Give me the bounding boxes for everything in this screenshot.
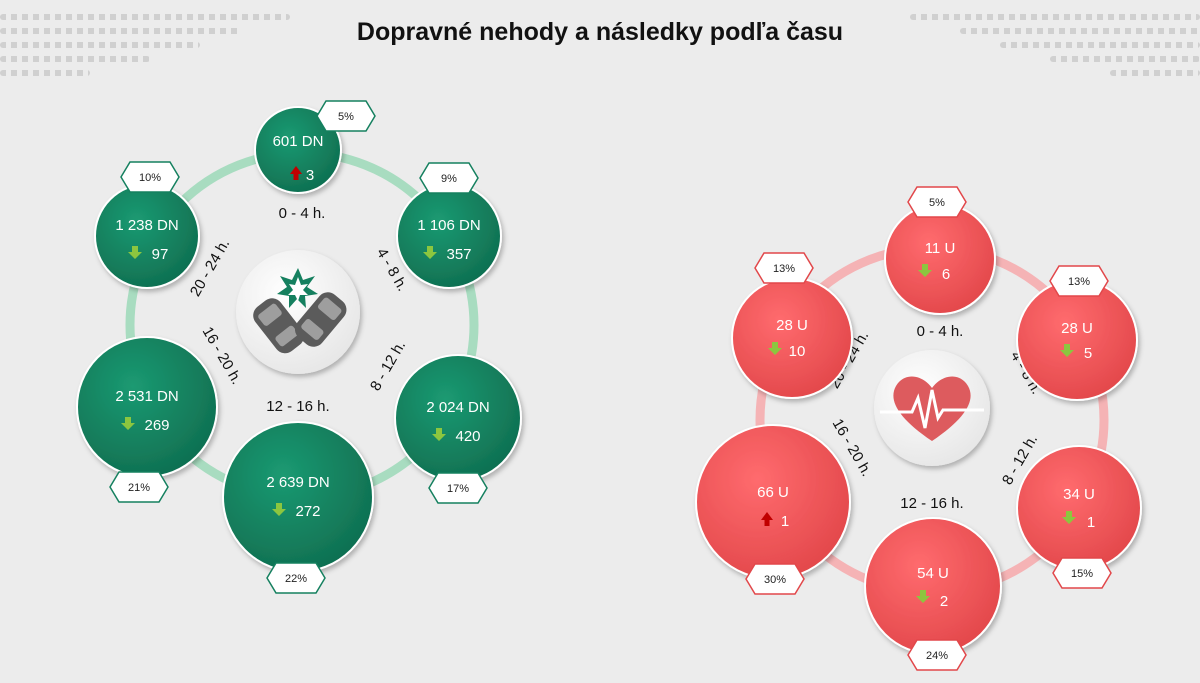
arrow-down-icon — [768, 342, 782, 355]
share-badge — [109, 471, 169, 503]
node-change: 1 — [1087, 514, 1095, 531]
share-badge — [266, 562, 326, 594]
share-value: 9% — [441, 173, 457, 185]
share-value: 21% — [128, 482, 150, 494]
fatalities-node-0-4: 11 U 6 5% — [884, 186, 996, 315]
tire-tread-decoration-right — [900, 0, 1200, 95]
share-badge — [907, 639, 967, 671]
period-label: 8 - 12 h. — [367, 338, 409, 394]
share-badge — [1052, 557, 1112, 589]
fatalities-node-12-16: 54 U 2 24% — [864, 517, 1002, 671]
share-value: 5% — [338, 111, 354, 123]
share-badge — [754, 252, 814, 284]
car-crash-icon — [236, 250, 360, 374]
node-value: 2 024 DN — [426, 399, 489, 416]
arrow-up-icon — [290, 166, 302, 180]
node-change: 3 — [306, 167, 314, 184]
share-value: 17% — [447, 483, 469, 495]
share-value: 22% — [285, 573, 307, 585]
share-badge — [419, 162, 479, 194]
arrow-down-icon — [1062, 511, 1076, 524]
fatalities-node-20-24: 28 U 10 13% — [731, 252, 853, 399]
period-label: 12 - 16 h. — [900, 495, 963, 512]
heart-pulse-icon — [874, 350, 990, 466]
arrow-down-icon — [918, 264, 932, 277]
accidents-node-16-20: 2 531 DN 269 21% — [76, 336, 218, 503]
tire-tread-decoration-left — [0, 0, 300, 95]
share-value: 13% — [773, 263, 795, 275]
share-badge — [120, 161, 180, 193]
node-change: 269 — [144, 417, 169, 434]
node-change: 1 — [781, 513, 789, 530]
node-change: 6 — [942, 266, 950, 283]
page-title: Dopravné nehody a následky podľa času — [356, 18, 844, 46]
accidents-node-20-24: 1 238 DN 97 10% — [94, 161, 200, 289]
fatalities-node-8-12: 34 U 1 15% — [1016, 445, 1142, 589]
node-change: 97 — [152, 246, 169, 263]
period-label: 0 - 4 h. — [917, 323, 964, 340]
node-value: 28 U — [776, 317, 808, 334]
node-value: 34 U — [1063, 486, 1095, 503]
node-value: 11 U — [925, 240, 956, 257]
node-value: 66 U — [757, 484, 789, 501]
share-value: 13% — [1068, 276, 1090, 288]
arrow-down-icon — [432, 428, 446, 441]
share-badge — [907, 186, 967, 218]
share-badge — [428, 472, 488, 504]
share-value: 10% — [139, 172, 161, 184]
arrow-down-icon — [128, 246, 142, 259]
node-change: 2 — [940, 593, 948, 610]
node-value: 2 531 DN — [115, 388, 178, 405]
node-value: 2 639 DN — [266, 474, 329, 491]
share-value: 24% — [926, 650, 948, 662]
arrow-up-icon — [761, 512, 773, 526]
accidents-node-4-8: 1 106 DN 357 9% — [396, 162, 502, 289]
node-change: 420 — [455, 428, 480, 445]
accidents-node-12-16: 2 639 DN 272 22% — [222, 421, 374, 594]
arrow-down-icon — [916, 590, 930, 603]
node-value: 28 U — [1061, 320, 1093, 337]
node-value: 1 238 DN — [115, 217, 178, 234]
node-value: 54 U — [917, 565, 949, 582]
fatalities-diagram: 0 - 4 h. 4 - 8 h. 8 - 12 h. 12 - 16 h. 1… — [695, 186, 1142, 671]
accidents-diagram: 0 - 4 h. 4 - 8 h. 8 - 12 h. 12 - 16 h. 1… — [76, 100, 522, 594]
accidents-node-0-4: 601 DN 3 5% — [254, 100, 376, 194]
arrow-down-icon — [121, 417, 135, 430]
node-change: 357 — [446, 246, 471, 263]
share-badge — [1049, 265, 1109, 297]
node-value: 601 DN — [273, 133, 324, 150]
arrow-down-icon — [1060, 344, 1074, 357]
node-change: 10 — [789, 343, 806, 360]
share-badge — [316, 100, 376, 132]
share-value: 5% — [929, 197, 945, 209]
share-badge — [745, 563, 805, 595]
arrow-down-icon — [272, 503, 286, 516]
fatalities-node-4-8: 28 U 5 13% — [1016, 265, 1138, 401]
period-label: 12 - 16 h. — [266, 398, 329, 415]
node-value: 1 106 DN — [417, 217, 480, 234]
share-value: 30% — [764, 574, 786, 586]
share-value: 15% — [1071, 568, 1093, 580]
accidents-node-8-12: 2 024 DN 420 17% — [394, 354, 522, 504]
node-change: 5 — [1084, 345, 1092, 362]
fatalities-node-16-20: 66 U 1 30% — [695, 424, 851, 595]
node-change: 272 — [295, 503, 320, 520]
period-label: 0 - 4 h. — [279, 205, 326, 222]
arrow-down-icon — [423, 246, 437, 259]
